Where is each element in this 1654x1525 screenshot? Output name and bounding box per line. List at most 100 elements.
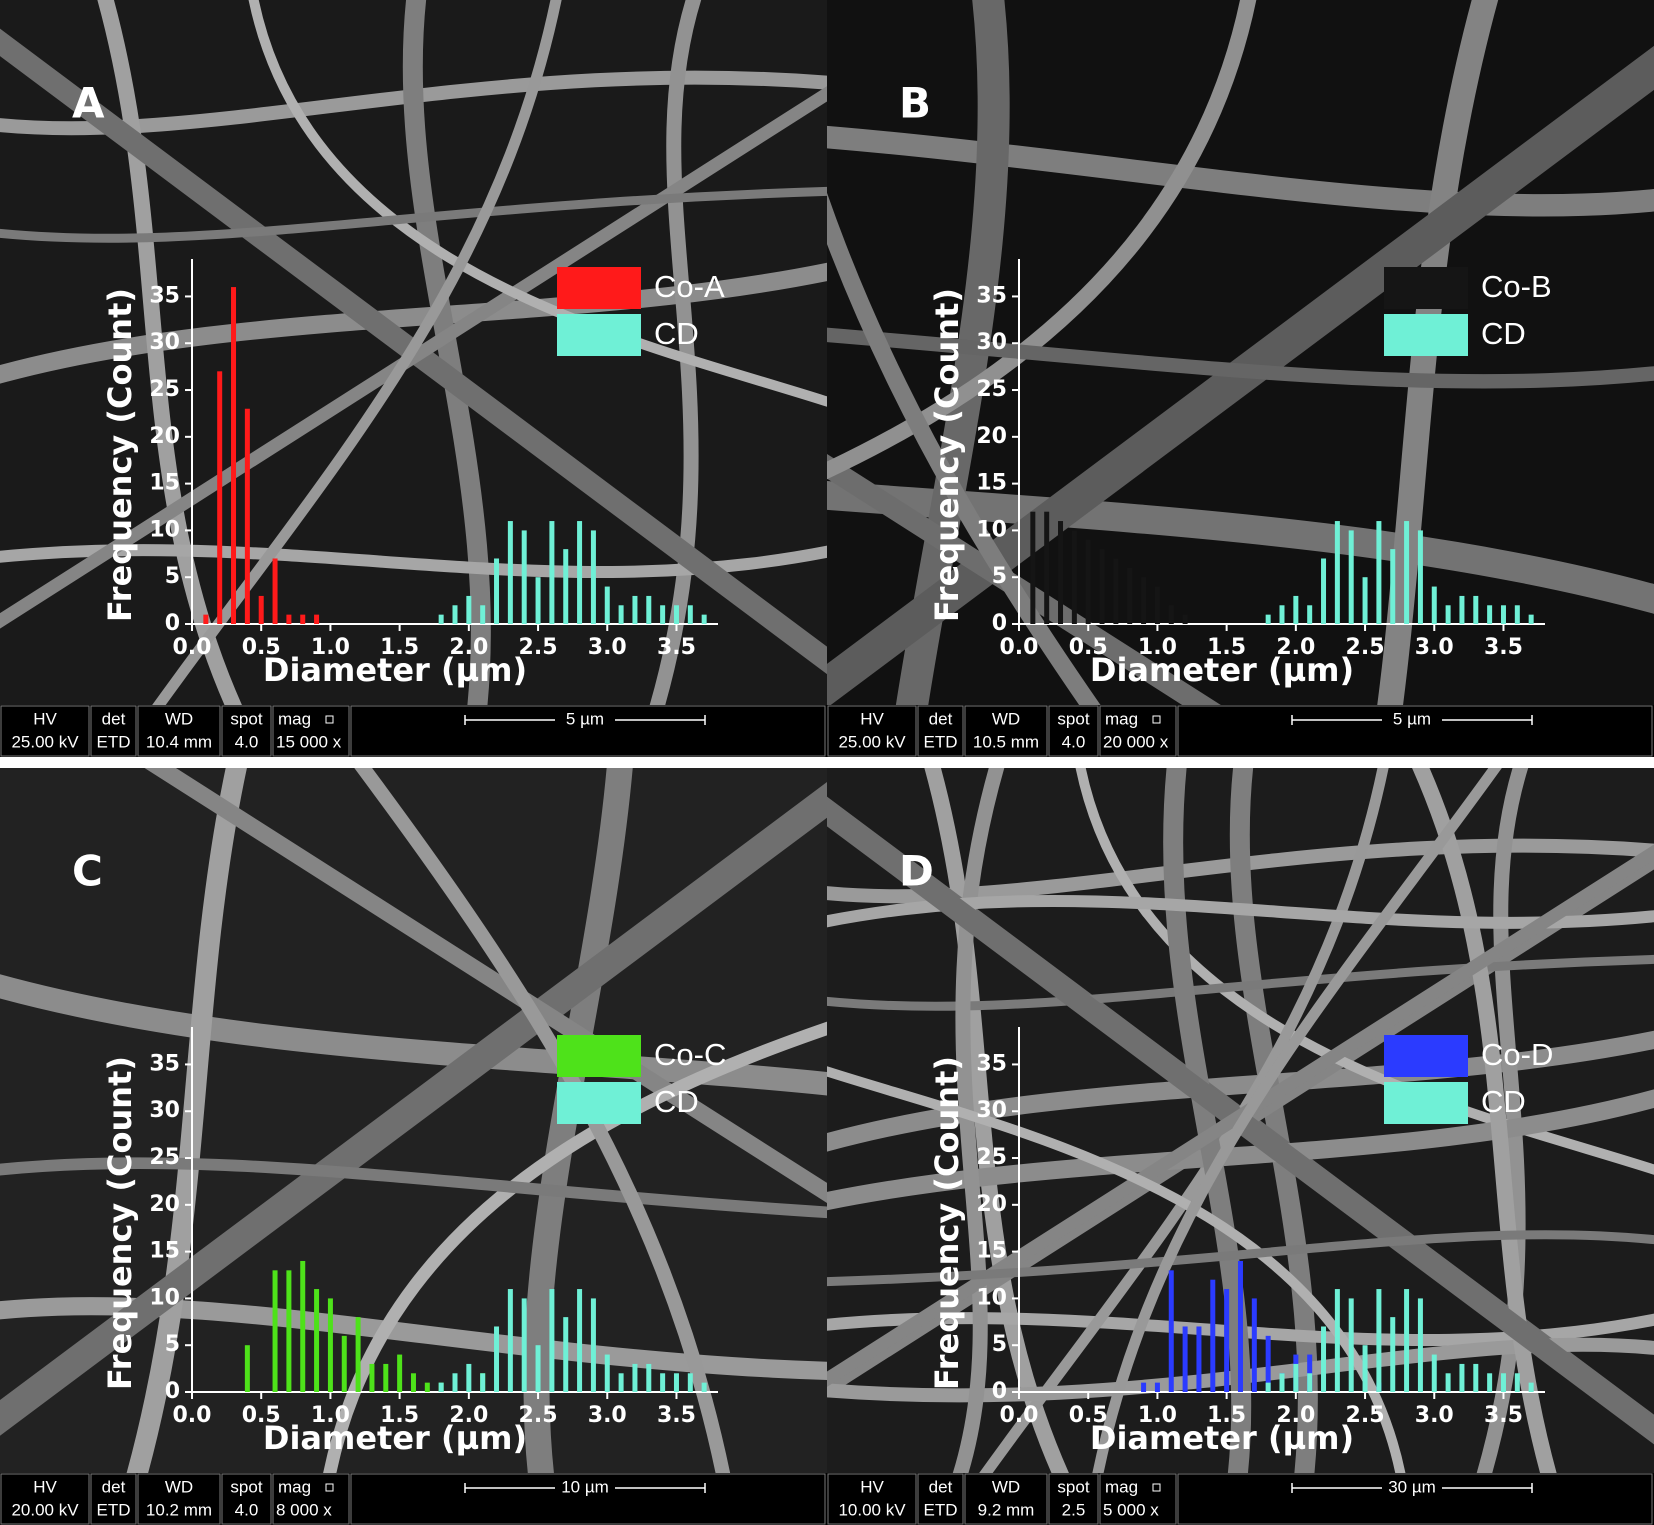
bar xyxy=(341,1335,347,1392)
bar xyxy=(286,614,292,624)
bar xyxy=(1528,614,1534,624)
info-value: 4.0 xyxy=(235,1500,259,1519)
legend-swatch xyxy=(557,267,641,309)
x-axis-label: Diameter (µm) xyxy=(1090,1419,1354,1457)
panel-label: B xyxy=(899,79,931,128)
bar xyxy=(1279,1373,1285,1392)
info-cell xyxy=(827,1473,917,1525)
y-tick-label: 15 xyxy=(149,471,180,496)
x-tick-label: 3.5 xyxy=(657,1403,696,1428)
info-cell xyxy=(1099,705,1177,757)
bar xyxy=(438,614,444,624)
bar xyxy=(1514,1373,1520,1392)
x-tick-label: 1.0 xyxy=(311,635,350,660)
bar xyxy=(1348,530,1354,624)
info-bar: HV 20.00 kV det ETD WD 10.2 mm spot 4.0 mag 8 000… xyxy=(0,1473,827,1525)
x-tick-label: 0.0 xyxy=(1000,635,1039,660)
info-value: 4.0 xyxy=(1062,732,1086,751)
mag-icon xyxy=(1152,1483,1161,1492)
x-tick-label: 3.5 xyxy=(1484,1403,1523,1428)
x-tick-label: 2.0 xyxy=(1276,635,1315,660)
bar xyxy=(1404,1289,1410,1392)
x-tick-label: 1.0 xyxy=(311,1403,350,1428)
bar xyxy=(1085,539,1091,624)
bar xyxy=(244,408,250,624)
bar xyxy=(660,605,666,624)
bar xyxy=(1293,595,1299,624)
bar xyxy=(369,1363,375,1392)
x-tick-label: 1.0 xyxy=(1138,635,1177,660)
info-cell xyxy=(137,705,221,757)
y-tick-label: 5 xyxy=(165,564,180,589)
bar xyxy=(521,1298,527,1392)
info-header: det xyxy=(929,709,953,728)
legend-swatch xyxy=(1384,314,1468,356)
bar xyxy=(1265,1335,1271,1392)
bar xyxy=(272,1270,278,1392)
bar xyxy=(1058,521,1064,624)
info-header: HV xyxy=(33,709,57,728)
bar xyxy=(590,1298,596,1392)
x-tick-label: 0.5 xyxy=(1069,635,1108,660)
mag-icon xyxy=(325,1483,334,1492)
bar xyxy=(1390,549,1396,624)
info-header: det xyxy=(929,1477,953,1496)
bar xyxy=(397,1354,403,1392)
scale-label: 10 µm xyxy=(561,1477,609,1496)
bar xyxy=(1362,577,1368,624)
bar xyxy=(507,521,513,624)
legend-swatch xyxy=(1384,267,1468,309)
bar xyxy=(590,530,596,624)
bar xyxy=(217,371,223,624)
bar xyxy=(549,521,555,624)
x-tick-label: 3.0 xyxy=(588,1403,627,1428)
bar xyxy=(231,287,237,624)
bar xyxy=(632,1363,638,1392)
info-value: 25.00 kV xyxy=(838,732,906,751)
bar xyxy=(314,614,320,624)
bar xyxy=(1487,1373,1493,1392)
info-header: mag xyxy=(1105,1477,1138,1496)
y-tick-label: 35 xyxy=(149,1051,180,1076)
y-tick-label: 15 xyxy=(976,471,1007,496)
bar xyxy=(1487,605,1493,624)
bar xyxy=(1293,1363,1299,1392)
legend-swatch xyxy=(1384,1035,1468,1077)
mag-icon xyxy=(1152,715,1161,724)
y-tick-label: 20 xyxy=(149,424,180,449)
bar xyxy=(314,1289,320,1392)
x-tick-label: 2.5 xyxy=(519,635,558,660)
scale-label: 5 µm xyxy=(1393,709,1431,728)
legend-swatch xyxy=(557,314,641,356)
x-tick-label: 2.0 xyxy=(1276,1403,1315,1428)
info-cell xyxy=(1177,1473,1653,1525)
info-cell xyxy=(1048,1473,1099,1525)
bar xyxy=(1196,1326,1202,1392)
bar xyxy=(1376,1289,1382,1392)
info-cell xyxy=(90,705,137,757)
panel: B 0.0 0.5 1.0 1.5 2.0 2.5 3.0 3.5 0 5 10 15 20 25 30 35 D… xyxy=(827,79,1654,757)
bar xyxy=(577,521,583,624)
y-axis-label: Frequency (Count) xyxy=(101,1056,139,1390)
x-tick-label: 1.0 xyxy=(1138,1403,1177,1428)
x-tick-label: 0.5 xyxy=(242,1403,281,1428)
info-cell xyxy=(350,705,826,757)
sem-image xyxy=(0,0,827,705)
bar xyxy=(1431,586,1437,624)
info-header: det xyxy=(102,1477,126,1496)
info-bar: HV 25.00 kV det ETD WD 10.4 mm spot 4.0 mag 15 00… xyxy=(0,705,827,757)
y-tick-label: 20 xyxy=(149,1192,180,1217)
bar xyxy=(1417,1298,1423,1392)
bar xyxy=(1362,1345,1368,1392)
y-tick-label: 5 xyxy=(165,1332,180,1357)
x-tick-label: 2.0 xyxy=(449,1403,488,1428)
info-header: spot xyxy=(230,709,262,728)
bar xyxy=(563,1317,569,1392)
legend-swatch xyxy=(557,1082,641,1124)
bar xyxy=(1210,1279,1216,1392)
x-tick-label: 2.5 xyxy=(1346,1403,1385,1428)
bar xyxy=(1044,511,1050,624)
panel: A 0.0 0.5 1.0 1.5 2.0 2.5 3.0 3.5 0 5 10 15 20 25 30 35 D… xyxy=(0,79,827,757)
bar xyxy=(632,595,638,624)
info-cell xyxy=(964,705,1048,757)
